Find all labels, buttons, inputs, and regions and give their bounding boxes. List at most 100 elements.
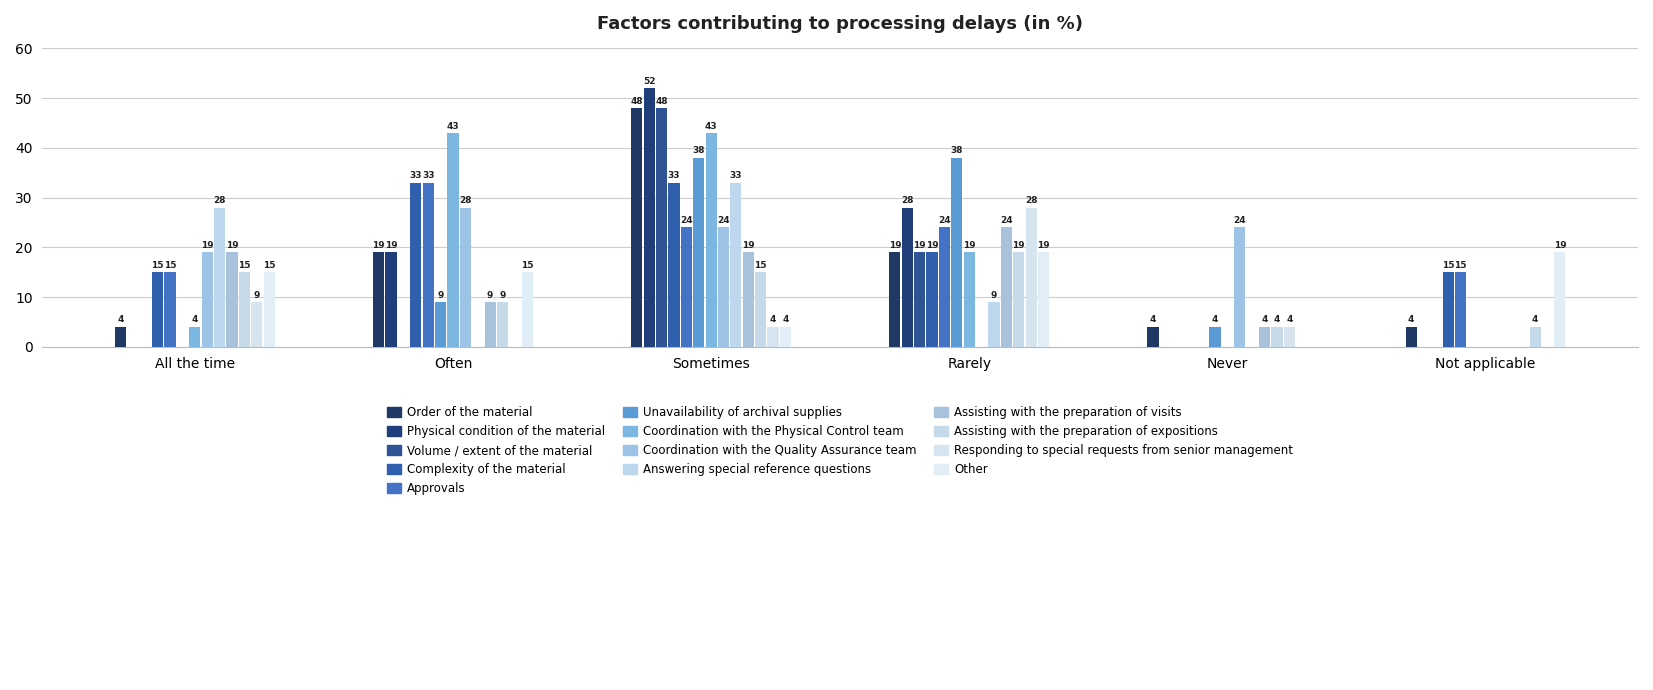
Bar	[213, 208, 225, 347]
Text: 15: 15	[1455, 261, 1466, 270]
Bar	[1038, 253, 1050, 347]
Bar	[385, 253, 397, 347]
Bar	[1529, 327, 1541, 347]
Text: 4: 4	[117, 315, 124, 324]
Text: 4: 4	[1532, 315, 1539, 324]
Bar	[498, 302, 507, 347]
Text: 4: 4	[192, 315, 198, 324]
Bar	[164, 273, 175, 347]
Bar	[263, 273, 274, 347]
Bar	[1405, 327, 1417, 347]
Bar	[435, 302, 446, 347]
Bar	[681, 228, 693, 347]
Bar	[950, 158, 962, 347]
Bar	[717, 228, 729, 347]
Text: 9: 9	[488, 290, 493, 299]
Text: 15: 15	[1441, 261, 1455, 270]
Bar	[1260, 327, 1270, 347]
Text: 28: 28	[901, 196, 914, 205]
Text: 19: 19	[1038, 241, 1050, 250]
Bar	[668, 183, 679, 347]
Bar	[964, 253, 975, 347]
Bar	[731, 183, 742, 347]
Text: 43: 43	[704, 121, 717, 130]
Text: 33: 33	[668, 171, 679, 180]
Text: 4: 4	[1212, 315, 1218, 324]
Bar	[1025, 208, 1036, 347]
Bar	[1147, 327, 1159, 347]
Bar	[251, 302, 263, 347]
Text: 15: 15	[152, 261, 164, 270]
Text: 43: 43	[446, 121, 460, 130]
Text: 33: 33	[422, 171, 435, 180]
Text: 4: 4	[782, 315, 788, 324]
Text: 15: 15	[754, 261, 767, 270]
Bar	[755, 273, 767, 347]
Bar	[484, 302, 496, 347]
Text: 4: 4	[1286, 315, 1293, 324]
Bar	[152, 273, 164, 347]
Bar	[656, 108, 668, 347]
Bar	[903, 208, 912, 347]
Text: 19: 19	[202, 241, 213, 250]
Bar	[423, 183, 433, 347]
Bar	[1210, 327, 1220, 347]
Bar	[889, 253, 901, 347]
Text: 19: 19	[226, 241, 238, 250]
Bar	[926, 253, 937, 347]
Bar	[226, 253, 238, 347]
Bar	[1455, 273, 1466, 347]
Text: 4: 4	[1261, 315, 1268, 324]
Text: 24: 24	[717, 216, 731, 225]
Text: 9: 9	[253, 290, 260, 299]
Title: Factors contributing to processing delays (in %): Factors contributing to processing delay…	[597, 15, 1083, 33]
Text: 19: 19	[385, 241, 397, 250]
Text: 24: 24	[1233, 216, 1246, 225]
Bar	[1235, 228, 1245, 347]
Bar	[1271, 327, 1283, 347]
Text: 4: 4	[1408, 315, 1415, 324]
Text: 24: 24	[1000, 216, 1013, 225]
Bar	[631, 108, 643, 347]
Text: 33: 33	[729, 171, 742, 180]
Text: 52: 52	[643, 77, 655, 86]
Text: 4: 4	[770, 315, 777, 324]
Bar	[742, 253, 754, 347]
Text: 9: 9	[438, 290, 443, 299]
Text: 38: 38	[693, 146, 704, 155]
Text: 19: 19	[372, 241, 385, 250]
Text: 19: 19	[742, 241, 754, 250]
Bar	[238, 273, 250, 347]
Text: 15: 15	[521, 261, 534, 270]
Bar	[914, 253, 926, 347]
Text: 19: 19	[964, 241, 975, 250]
Text: 9: 9	[990, 290, 997, 299]
Text: 19: 19	[889, 241, 901, 250]
Legend: Order of the material, Physical condition of the material, Volume / extent of th: Order of the material, Physical conditio…	[387, 406, 1293, 495]
Text: 24: 24	[939, 216, 950, 225]
Text: 24: 24	[679, 216, 693, 225]
Text: 9: 9	[499, 290, 506, 299]
Bar	[1554, 253, 1565, 347]
Bar	[988, 302, 1000, 347]
Text: 15: 15	[238, 261, 251, 270]
Bar	[188, 327, 200, 347]
Text: 48: 48	[630, 97, 643, 106]
Bar	[202, 253, 213, 347]
Text: 19: 19	[914, 241, 926, 250]
Text: 38: 38	[950, 146, 964, 155]
Text: 28: 28	[460, 196, 471, 205]
Text: 28: 28	[1025, 196, 1038, 205]
Bar	[460, 208, 471, 347]
Bar	[374, 253, 383, 347]
Bar	[522, 273, 532, 347]
Bar	[114, 327, 126, 347]
Text: 33: 33	[410, 171, 422, 180]
Bar	[780, 327, 792, 347]
Bar	[448, 133, 458, 347]
Text: 19: 19	[926, 241, 939, 250]
Bar	[1013, 253, 1025, 347]
Bar	[643, 88, 655, 347]
Bar	[767, 327, 779, 347]
Bar	[1443, 273, 1455, 347]
